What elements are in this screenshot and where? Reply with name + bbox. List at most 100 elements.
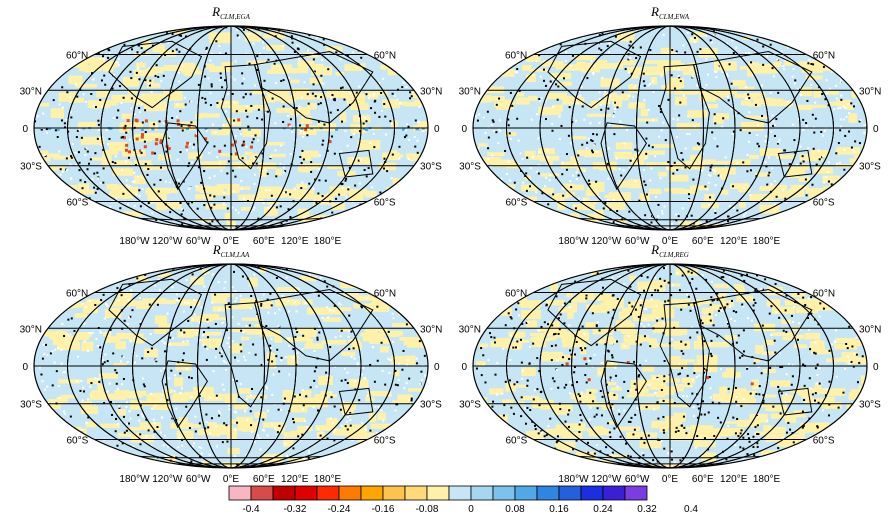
lat-label-right: 30°N (420, 324, 442, 335)
lon-label: 120°W (591, 236, 622, 247)
lat-label-left: 0 (22, 124, 28, 135)
colorbar-swatch (448, 485, 472, 501)
lat-label-left: 30°N (459, 324, 481, 335)
lon-label: 180°W (119, 236, 150, 247)
lat-label-right: 30°S (420, 400, 442, 411)
lon-label: 60°E (692, 236, 714, 247)
lat-label-right: 0 (434, 362, 440, 373)
lon-label: 60°W (625, 236, 650, 247)
panel-title: RCLM,LAA (212, 242, 250, 259)
lat-label-left: 60°S (505, 435, 527, 446)
lon-label: 180°E (314, 236, 342, 247)
lat-label-right: 60°S (813, 197, 835, 208)
colorbar-tick-label: 0.24 (593, 504, 613, 515)
lat-label-left: 60°S (505, 197, 527, 208)
lon-label: 60°W (186, 474, 211, 485)
lon-label: 0°E (662, 236, 679, 247)
lat-label-right: 60°N (374, 51, 396, 62)
lat-label-right: 30°N (420, 86, 442, 97)
map-panels: R CLM,EGA 60°N 60°N 30°N 30°N 0 0 30°S 30°S 60°S 60… (20, 4, 882, 485)
lat-label-left: 30°S (459, 400, 481, 411)
lon-label: 120°E (720, 474, 748, 485)
panel-title-main: R (212, 242, 221, 257)
lon-label: 120°E (281, 236, 309, 247)
map-border (472, 25, 868, 231)
graticule (34, 264, 428, 468)
panel-title-subscript: CLM,EGA (220, 13, 250, 21)
lat-label-right: 0 (434, 124, 440, 135)
lon-label: 180°E (753, 236, 781, 247)
lat-label-left: 60°N (505, 51, 527, 62)
panel-title-main: R (650, 4, 659, 19)
lat-label-right: 30°S (859, 162, 881, 173)
map-border (33, 263, 429, 469)
colorbar-swatch (558, 485, 582, 501)
lat-label-left: 60°N (66, 289, 88, 300)
map-panel-1: RCLM,EGA 60°N 60°N 30°N 30°N 0 0 30°S 30°S 60°S 60… (20, 4, 443, 247)
lat-label-left: 30°S (459, 162, 481, 173)
panel-title-subscript: CLM,REG (659, 251, 689, 259)
lat-label-right: 60°S (813, 435, 835, 446)
lat-label-left: 0 (22, 362, 28, 373)
colorbar-swatch (360, 485, 384, 501)
colorbar-swatch (602, 485, 626, 501)
lon-label: 180°W (558, 474, 589, 485)
lat-label-left: 30°S (20, 162, 42, 173)
lon-label: 0°E (223, 474, 240, 485)
lon-label: 180°W (558, 236, 589, 247)
graticule (34, 26, 428, 230)
lat-label-right: 60°N (813, 51, 835, 62)
map-border (472, 263, 868, 469)
lon-label: 120°W (591, 474, 622, 485)
lon-label: 0°E (662, 474, 679, 485)
map-border (33, 25, 429, 231)
colorbar-swatch (272, 485, 296, 501)
lat-label-left: 30°S (20, 400, 42, 411)
map-panel-3: RCLM,LAA 60°N 60°N 30°N 30°N 0 0 30°S 30°S 60°S 60… (20, 242, 443, 485)
map-panel-4: RCLM,REG 60°N 60°N 30°N 30°N 0 0 30°S 30°S 60°S 60… (459, 242, 882, 485)
lat-label-left: 30°N (20, 324, 42, 335)
colorbar-swatch (338, 485, 362, 501)
colorbar-tick-label: 0 (468, 504, 474, 515)
lon-label: 60°W (186, 236, 211, 247)
lon-label: 120°W (152, 236, 183, 247)
colorbar-swatch (470, 485, 494, 501)
colorbar-tick-label: 0.4 (684, 504, 698, 515)
panel-title: RCLM,EWA (650, 4, 690, 21)
colorbar-swatch (250, 485, 274, 501)
colorbar-tick-label: 0.08 (505, 504, 525, 515)
lat-label-left: 0 (461, 362, 467, 373)
colorbar: -0.4 -0.32 -0.24 -0.16 -0.08 0 0.08 0.16 0.24 0.3… (228, 485, 698, 515)
lat-label-left: 60°N (505, 289, 527, 300)
lat-label-right: 30°S (420, 162, 442, 173)
lat-label-right: 60°N (813, 289, 835, 300)
lon-label: 0°E (223, 236, 240, 247)
colorbar-swatch (228, 485, 252, 501)
lat-label-right: 30°S (859, 400, 881, 411)
colorbar-swatch (536, 485, 560, 501)
colorbar-tick-label: -0.08 (416, 504, 439, 515)
lon-label: 60°E (253, 236, 275, 247)
panel-title-subscript: CLM,LAA (221, 251, 250, 259)
lat-label-right: 60°S (374, 435, 396, 446)
lat-label-left: 60°S (66, 435, 88, 446)
colorbar-swatch (514, 485, 538, 501)
lat-label-right: 0 (873, 362, 879, 373)
panel-title-main: R (650, 242, 659, 257)
lon-label: 180°W (119, 474, 150, 485)
lat-label-left: 30°N (20, 86, 42, 97)
lon-label: 180°E (314, 474, 342, 485)
lon-label: 120°E (281, 474, 309, 485)
colorbar-tick-label: -0.24 (328, 504, 351, 515)
colorbar-tick-label: -0.4 (242, 504, 260, 515)
colorbar-swatch (426, 485, 450, 501)
lon-label: 60°W (625, 474, 650, 485)
lat-label-left: 60°S (66, 197, 88, 208)
colorbar-tick-label: 0.32 (637, 504, 657, 515)
colorbar-swatch (624, 485, 648, 501)
lat-label-left: 60°N (66, 51, 88, 62)
lon-label: 120°W (152, 474, 183, 485)
colorbar-swatch (580, 485, 604, 501)
colorbar-tick-label: -0.16 (372, 504, 395, 515)
